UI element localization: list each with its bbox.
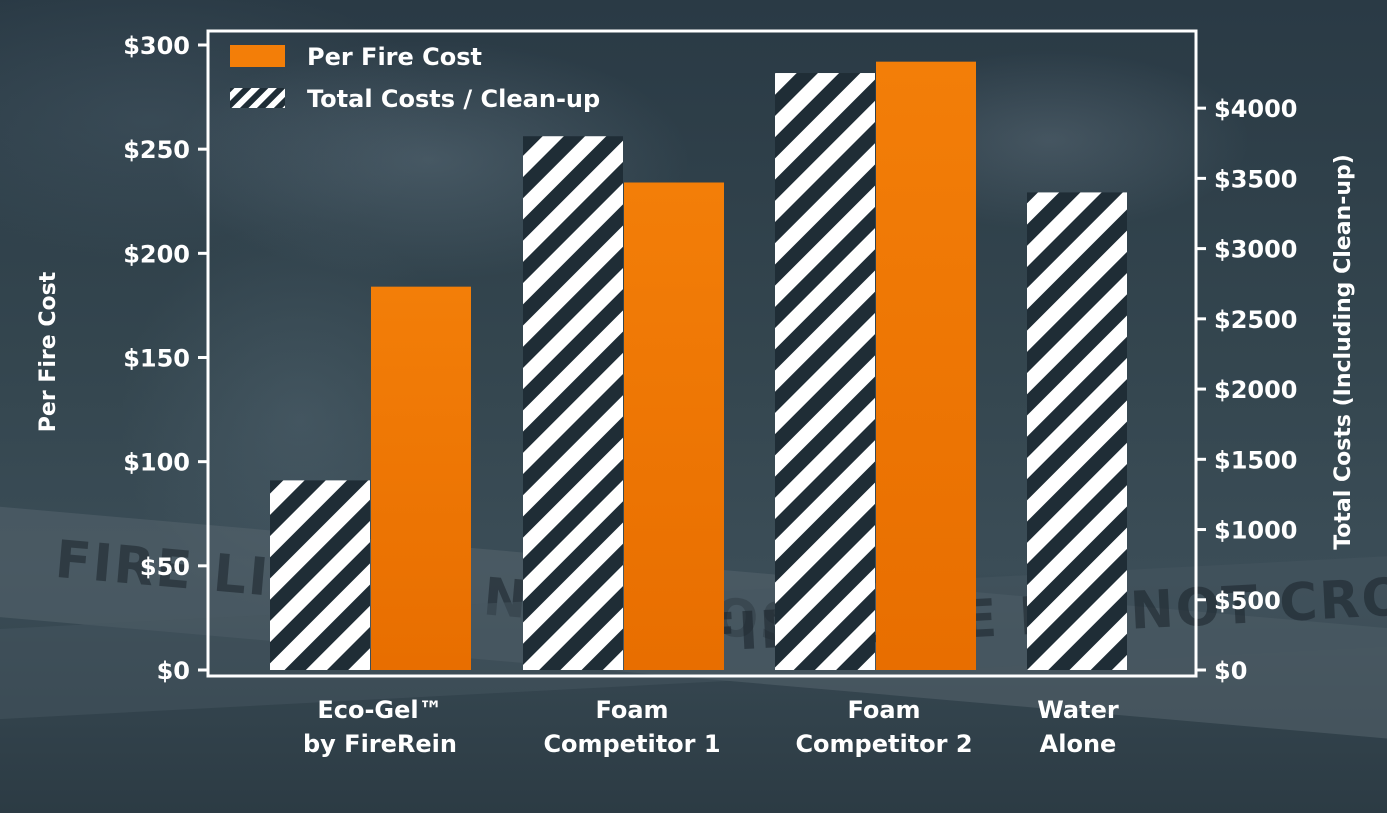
right-tick-label: $2000 xyxy=(1214,376,1298,404)
left-tick-label: $150 xyxy=(123,345,190,373)
legend-label-per-fire-cost: Per Fire Cost xyxy=(307,43,482,71)
bar-total-costs xyxy=(523,136,623,671)
x-axis-categories: Eco-Gel™ by FireRein Foam Competitor 1 Foam C… xyxy=(303,696,1119,758)
legend: Per Fire Cost Total Costs / Clean-up xyxy=(230,43,600,113)
bar-total-costs xyxy=(270,480,370,670)
right-tick-label: $1500 xyxy=(1214,446,1298,474)
left-tick-label: $250 xyxy=(123,136,190,164)
right-tick-label: $0 xyxy=(1214,657,1247,685)
bar-total-costs xyxy=(775,73,875,670)
left-tick-label: $50 xyxy=(140,553,190,581)
category-label: Foam Competitor 2 xyxy=(795,696,972,758)
left-y-axis: $0 $50 $100 $150 $200 $250 $300 xyxy=(123,32,208,685)
left-axis-title: Per Fire Cost xyxy=(36,271,61,432)
left-tick-label: $200 xyxy=(123,240,190,268)
bar-per-fire-cost xyxy=(876,61,976,670)
legend-swatch-per-fire-cost xyxy=(230,45,285,67)
right-tick-label: $1000 xyxy=(1214,517,1298,545)
left-tick-label: $300 xyxy=(123,32,190,60)
right-tick-label: $3000 xyxy=(1214,236,1298,264)
legend-label-total-costs: Total Costs / Clean-up xyxy=(307,85,600,113)
right-axis-title: Total Costs (Including Clean-up) xyxy=(1331,154,1356,550)
bars xyxy=(270,61,1127,671)
category-label: Eco-Gel™ by FireRein xyxy=(303,696,457,758)
right-tick-label: $2500 xyxy=(1214,306,1298,334)
legend-swatch-total-costs xyxy=(230,88,285,108)
left-tick-label: $100 xyxy=(123,449,190,477)
bar-per-fire-cost xyxy=(371,286,471,670)
bar-total-costs xyxy=(1027,192,1127,670)
right-tick-label: $500 xyxy=(1214,587,1281,615)
right-y-axis: $0 $500 $1000 $1500 $2000 $2500 $3000 $3500 $400… xyxy=(1196,95,1298,685)
category-label: Foam Competitor 1 xyxy=(543,696,720,758)
category-label: Water Alone xyxy=(1037,696,1119,758)
right-tick-label: $4000 xyxy=(1214,95,1298,123)
left-tick-label: $0 xyxy=(157,657,190,685)
plot-frame xyxy=(206,29,1198,678)
right-tick-label: $3500 xyxy=(1214,165,1298,193)
bar-per-fire-cost xyxy=(624,182,724,670)
